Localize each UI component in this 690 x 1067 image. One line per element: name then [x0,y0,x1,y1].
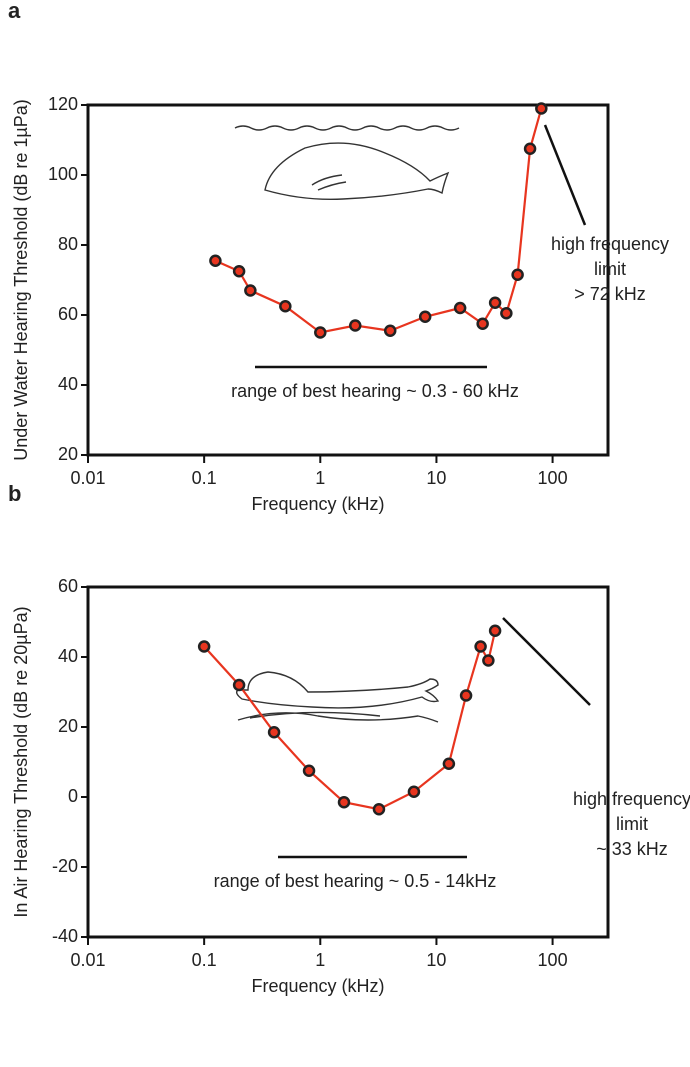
data-point [232,678,246,692]
plot-frame [86,585,610,939]
data-point [232,265,246,278]
annotation-pointer [502,617,591,706]
data-point [511,268,524,281]
x-tick-label: 1 [315,468,325,488]
chart-panel: a 20 40 60 80 100 120 0.01 0.1 1 10 100 Frequency (k… [8,0,669,514]
range-note: range of best hearing ~ 0.5 - 14kHz [214,871,497,891]
x-tick-label: 10 [426,468,446,488]
data-point [349,319,362,332]
y-tick-label: 20 [58,444,78,464]
seal-underwater-drawing [234,125,460,200]
data-point [418,310,432,323]
data-point [459,689,473,702]
data-point [535,102,548,115]
data-point [476,317,489,330]
plot-frame [86,103,610,457]
x-tick-label: 10 [426,950,446,970]
data-point [482,654,495,667]
data-point [488,624,502,637]
data-point [488,296,502,309]
data-point [279,300,292,313]
x-tick-label: 0.1 [192,950,217,970]
data-point [407,785,421,798]
y-axis-label: In Air Hearing Threshold (dB re 20µPa) [11,606,31,917]
seal-on-ice-drawing [235,671,440,723]
y-tick-label: 0 [68,786,78,806]
range-note: range of best hearing ~ 0.3 - 60 kHz [231,381,519,401]
data-point [244,284,257,297]
annotation-pointer [543,124,587,226]
annotation-text: limit [616,814,648,834]
y-tick-label: 60 [58,576,78,596]
chart-panel: b -40 -20 0 20 40 60 0.01 0.1 1 10 100 Frequency (kH… [8,481,690,996]
annotation-text: high frequency [551,234,669,254]
y-tick-label: -20 [52,856,78,876]
data-point [372,803,386,816]
data-point [197,640,211,653]
annotation-text: high frequency [573,789,690,809]
data-point [337,796,351,809]
annotation-text: limit [594,259,626,279]
data-point [302,764,316,777]
data-point [453,301,467,315]
x-tick-label: 0.01 [70,950,105,970]
y-axis-label: Under Water Hearing Threshold (dB re 1µP… [11,99,31,461]
y-tick-label: 20 [58,716,78,736]
annotation-text: > 72 kHz [574,284,646,304]
data-point [474,640,487,653]
x-tick-label: 1 [315,950,325,970]
data-point [209,254,222,267]
data-point [442,757,456,770]
y-tick-label: 120 [48,94,78,114]
y-tick-label: 60 [58,304,78,324]
annotation-text: ~ 33 kHz [596,839,668,859]
data-point [523,142,537,155]
data-point [383,324,397,337]
panel-label: a [8,0,21,23]
x-tick-label: 100 [538,950,568,970]
x-tick-label: 0.1 [192,468,217,488]
data-point [267,726,281,739]
panel-label: b [8,481,21,506]
x-tick-label: 100 [538,468,568,488]
y-tick-label: 100 [48,164,78,184]
y-tick-label: 80 [58,234,78,254]
x-tick-label: 0.01 [70,468,105,488]
data-point [314,326,327,339]
y-tick-label: 40 [58,374,78,394]
x-axis-label: Frequency (kHz) [251,976,384,996]
y-tick-label: 40 [58,646,78,666]
x-axis-label: Frequency (kHz) [251,494,384,514]
data-point [500,307,513,320]
y-tick-label: -40 [52,926,78,946]
